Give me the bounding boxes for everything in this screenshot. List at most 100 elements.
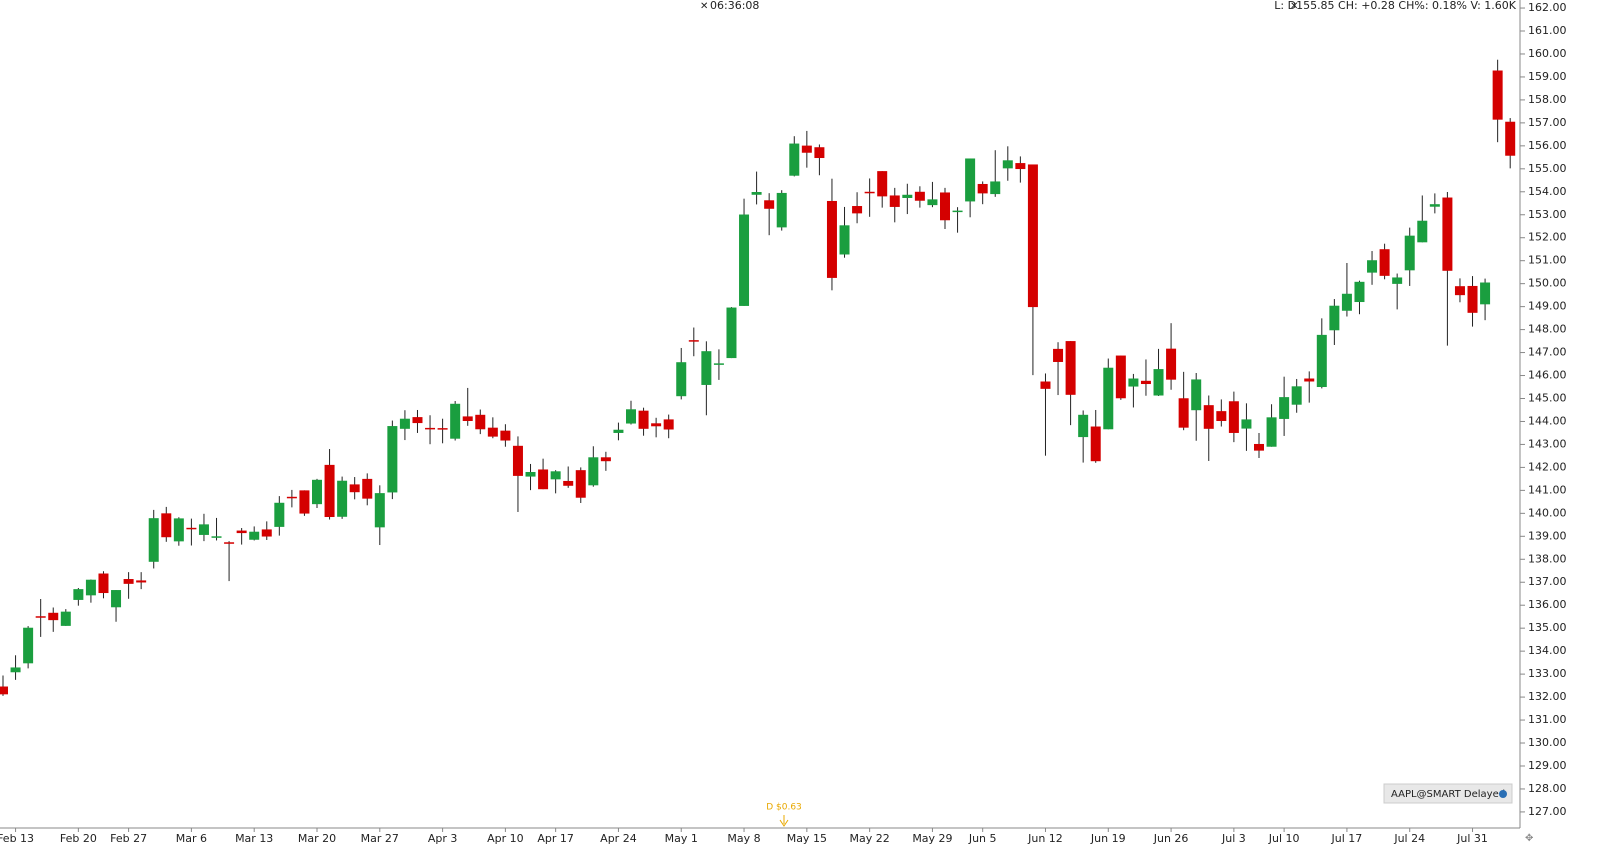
y-tick-label: 140.00: [1528, 506, 1567, 519]
candle-body: [1442, 197, 1453, 271]
symbol-label: AAPL@SMART Delayed: [1391, 789, 1505, 800]
close-x: ✕: [1290, 1, 1298, 12]
candle-body: [626, 409, 636, 424]
candle-body: [10, 667, 21, 673]
x-tick-label: Mar 27: [361, 832, 399, 845]
candle-body: [487, 427, 498, 437]
candle-body: [889, 195, 900, 207]
x-tick-label: May 29: [912, 832, 952, 845]
candle-body: [136, 580, 147, 583]
candle-body: [663, 419, 674, 430]
candle-body: [1417, 220, 1428, 243]
candle-body: [638, 410, 649, 429]
candle-body: [1191, 379, 1202, 411]
candle-body: [789, 143, 800, 176]
candle-body: [1354, 281, 1365, 303]
x-tick-label: Apr 10: [487, 832, 524, 845]
candle-body: [764, 200, 775, 209]
candle-body: [1065, 341, 1076, 395]
candle-body: [688, 340, 699, 342]
y-tick-label: 139.00: [1528, 529, 1567, 542]
candle-body: [500, 430, 511, 441]
y-tick-label: 128.00: [1528, 782, 1567, 795]
y-tick-label: 144.00: [1528, 414, 1567, 427]
candle-body: [399, 418, 410, 429]
dividend-arrow: [779, 815, 789, 827]
y-tick-label: 131.00: [1528, 713, 1567, 726]
candle-body: [1166, 348, 1177, 380]
candle-body: [23, 627, 34, 664]
candle-body: [0, 686, 8, 695]
candle-body: [739, 214, 750, 306]
candle-body: [1367, 260, 1378, 273]
symbol-box: [1383, 783, 1513, 804]
candle-body: [952, 210, 963, 213]
candle-body: [801, 145, 812, 153]
candle-body: [1015, 163, 1026, 170]
candle-body: [462, 416, 473, 422]
y-tick-label: 137.00: [1528, 575, 1567, 588]
candle-body: [852, 206, 863, 214]
x-tick-label: May 22: [850, 832, 890, 845]
candle-body: [1178, 398, 1189, 428]
x-tick-label: May 8: [727, 832, 760, 845]
candle-body: [550, 471, 561, 480]
candle-body: [437, 428, 448, 430]
candle-body: [563, 480, 574, 486]
y-tick-label: 143.00: [1528, 437, 1567, 450]
x-tick-label: Jun 12: [1027, 832, 1063, 845]
candle-body: [1254, 443, 1264, 451]
y-tick-label: 141.00: [1528, 483, 1567, 496]
candle-body: [713, 363, 724, 365]
candle-body: [1291, 386, 1302, 405]
candle-body: [123, 579, 134, 584]
y-tick-label: 158.00: [1528, 93, 1567, 106]
x-tick-label: Mar 13: [235, 832, 273, 845]
candle-body: [525, 471, 536, 477]
candle-body: [98, 573, 109, 594]
candle-body: [1153, 369, 1164, 396]
candle-body: [236, 530, 247, 534]
clock: 06:36:08: [710, 0, 759, 12]
candle-body: [1379, 249, 1390, 276]
candle-body: [613, 429, 624, 433]
x-tick-label: Apr 17: [537, 832, 574, 845]
candle-body: [1341, 293, 1352, 311]
candle-body: [701, 351, 712, 385]
candle-body: [1002, 160, 1013, 169]
candle-body: [1480, 282, 1491, 305]
x-tick-label: Apr 3: [428, 832, 458, 845]
candle-body: [85, 579, 96, 596]
candle-body: [1128, 378, 1139, 387]
close-x: ✕: [700, 1, 708, 12]
candle-body: [814, 147, 825, 159]
candle-body: [387, 426, 398, 493]
candle-body: [111, 590, 122, 608]
candle-body: [990, 181, 1001, 195]
y-tick-label: 151.00: [1528, 254, 1567, 267]
x-tick-label: Jul 24: [1393, 832, 1425, 845]
y-tick-label: 148.00: [1528, 323, 1567, 336]
candle-body: [1040, 381, 1051, 389]
candle-body: [249, 531, 260, 540]
candle-body: [538, 469, 549, 490]
candle-body: [676, 362, 687, 397]
y-tick-label: 161.00: [1528, 24, 1567, 37]
candle-body: [35, 616, 46, 618]
candle-body: [1203, 405, 1214, 429]
y-tick-label: 133.00: [1528, 667, 1567, 680]
x-tick-label: Jul 10: [1268, 832, 1300, 845]
candle-body: [776, 192, 787, 228]
candle-body: [362, 478, 373, 499]
quote: L: D155.85 CH: +0.28 CH%: 0.18% V: 1.60K: [1274, 0, 1517, 12]
y-tick-label: 130.00: [1528, 736, 1567, 749]
candle-body: [1027, 164, 1038, 308]
y-tick-label: 159.00: [1528, 70, 1567, 83]
candle-body: [73, 589, 84, 600]
x-tick-label: Feb 20: [60, 832, 97, 845]
x-tick-label: Jun 26: [1153, 832, 1189, 845]
candle-body: [475, 414, 486, 430]
candle-body: [651, 423, 662, 427]
y-tick-label: 149.00: [1528, 300, 1567, 313]
